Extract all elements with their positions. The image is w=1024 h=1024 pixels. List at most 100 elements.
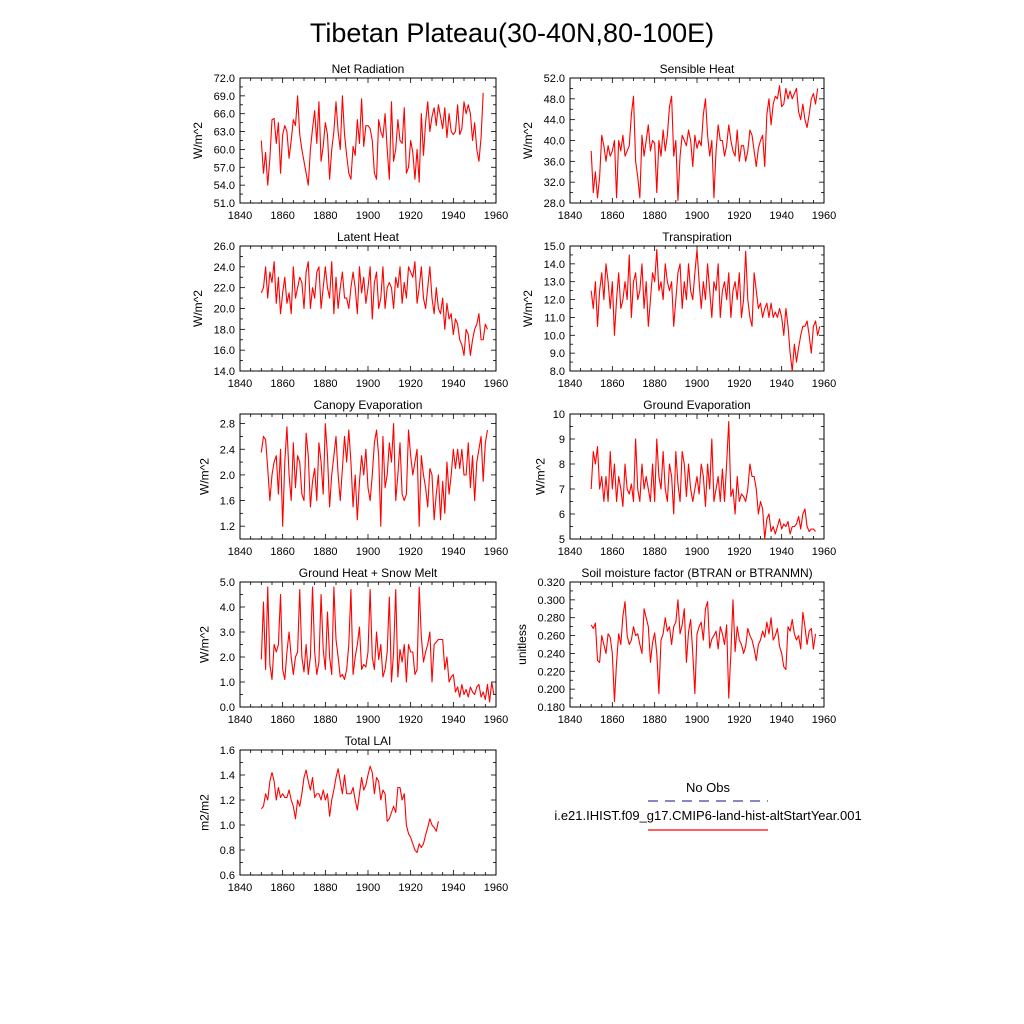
- y-tick-label: 14.0: [544, 259, 565, 271]
- x-tick-label: 1900: [356, 378, 380, 390]
- x-tick-label: 1880: [642, 378, 666, 390]
- x-tick-label: 1840: [228, 882, 252, 894]
- x-tick-label: 1940: [441, 714, 465, 726]
- y-tick-label: 20.0: [214, 304, 235, 316]
- y-tick-label: 10: [553, 409, 565, 421]
- y-tick-label: 60.0: [214, 144, 235, 156]
- x-tick-label: 1860: [600, 378, 624, 390]
- panel-sensible-heat: 1840 1860 1880 1900 1920 1940 1960 28.0 32.0 36.0…: [521, 62, 836, 222]
- x-tick-label: 1920: [398, 546, 422, 558]
- x-tick-label: 1840: [228, 210, 252, 222]
- x-tick-label: 1920: [398, 714, 422, 726]
- y-tick-label: 51.0: [214, 198, 235, 210]
- y-tick-label: 9: [559, 434, 565, 446]
- x-tick-label: 1840: [228, 546, 252, 558]
- x-tick-label: 1880: [642, 714, 666, 726]
- legend-model-label: i.e21.IHIST.f09_g17.CMIP6-land-hist-altS…: [554, 808, 861, 823]
- x-tick-label: 1960: [812, 714, 836, 726]
- y-tick-label: 18.0: [214, 324, 235, 336]
- panel-ground-evaporation: 1840 1860 1880 1900 1920 1940 1960 5 6 7 8 9 10 Groun…: [534, 398, 837, 558]
- y-tick-label: 0.180: [537, 702, 565, 714]
- y-tick-label: 22.0: [214, 283, 235, 295]
- y-tick-label: 66.0: [214, 109, 235, 121]
- y-tick-label: 52.0: [544, 73, 565, 85]
- y-tick-label: 7: [559, 484, 565, 496]
- y-axis-label: W/m^2: [191, 290, 205, 327]
- y-tick-label: 40.0: [544, 136, 565, 148]
- y-tick-label: 0.0: [220, 702, 235, 714]
- x-tick-label: 1860: [270, 714, 294, 726]
- series-line: [260, 423, 489, 527]
- y-tick-label: 5.0: [220, 577, 235, 589]
- x-tick-label: 1920: [727, 210, 751, 222]
- y-tick-label: 0.240: [537, 648, 565, 660]
- y-tick-label: 54.0: [214, 180, 235, 192]
- panels: 1840 1860 1880 1900 1920 1940 196051.054.057.0…: [191, 62, 836, 894]
- y-tick-label: 3.0: [220, 627, 235, 639]
- y-axis-label: W/m^2: [197, 458, 211, 495]
- y-tick-label: 48.0: [544, 94, 565, 106]
- x-tick-label: 1880: [642, 210, 666, 222]
- x-tick-label: 1900: [356, 546, 380, 558]
- series-line: [590, 85, 819, 201]
- x-tick-label: 1860: [600, 210, 624, 222]
- panel-title: Canopy Evaporation: [314, 398, 423, 412]
- x-tick-label: 1960: [484, 882, 508, 894]
- x-tick-label: 1900: [685, 210, 709, 222]
- plot-frame: [569, 77, 825, 204]
- y-tick-label: 8: [559, 459, 565, 471]
- series-line: [590, 420, 816, 540]
- x-tick-label: 1860: [600, 714, 624, 726]
- y-axis-label: W/m^2: [521, 290, 535, 327]
- y-tick-label: 1.0: [220, 677, 235, 689]
- y-tick-label: 14.0: [214, 366, 235, 378]
- x-tick-label: 1960: [484, 378, 508, 390]
- y-tick-label: 16.0: [214, 345, 235, 357]
- y-tick-label: 1.2: [220, 521, 235, 533]
- y-tick-label: 1.0: [220, 820, 235, 832]
- x-tick-label: 1940: [441, 882, 465, 894]
- x-tick-label: 1840: [558, 378, 582, 390]
- y-tick-label: 0.280: [537, 613, 565, 625]
- x-tick-label: 1920: [398, 210, 422, 222]
- panel-title: Sensible Heat: [660, 62, 735, 76]
- x-tick-label: 1900: [356, 714, 380, 726]
- plot-frame: [239, 413, 497, 540]
- y-axis-label: W/m^2: [534, 458, 548, 495]
- y-tick-label: 2.4: [220, 444, 235, 456]
- x-tick-label: 1880: [313, 378, 337, 390]
- y-tick-label: 1.2: [220, 795, 235, 807]
- y-tick-label: 0.220: [537, 666, 565, 678]
- series-line: [260, 765, 439, 854]
- x-tick-label: 1880: [313, 882, 337, 894]
- y-tick-label: 0.6: [220, 870, 235, 882]
- x-tick-label: 1940: [441, 210, 465, 222]
- y-tick-label: 44.0: [544, 115, 565, 127]
- x-tick-label: 1900: [685, 546, 709, 558]
- x-tick-label: 1860: [270, 210, 294, 222]
- x-tick-label: 1920: [727, 378, 751, 390]
- y-tick-label: 4.0: [220, 602, 235, 614]
- panel-title: Ground Evaporation: [643, 398, 750, 412]
- y-tick-label: 9.0: [550, 348, 565, 360]
- series-line: [260, 261, 488, 356]
- y-tick-label: 32.0: [544, 177, 565, 189]
- panel-ground-heat-snow-melt: 1840 1860 1880 1900 1920 1940 1960 0.0 1.0 2.0 3.0…: [197, 566, 508, 726]
- y-tick-label: 28.0: [544, 198, 565, 210]
- x-tick-label: 1840: [228, 378, 252, 390]
- y-tick-label: 72.0: [214, 73, 235, 85]
- x-tick-label: 1840: [558, 546, 582, 558]
- x-tick-label: 1960: [812, 546, 836, 558]
- plot-frame: [239, 749, 497, 876]
- x-tick-label: 1940: [441, 546, 465, 558]
- y-tick-label: 26.0: [214, 241, 235, 253]
- x-tick-label: 1840: [558, 714, 582, 726]
- series-line: [590, 249, 821, 372]
- y-tick-label: 5: [559, 534, 565, 546]
- panel-net-radiation: 1840 1860 1880 1900 1920 1940 1960 51.0 54.0 57.0…: [191, 62, 508, 222]
- y-tick-label: 69.0: [214, 91, 235, 103]
- panel-transpiration: 1840 1860 1880 1900 1920 1940 1960 8.0 9.0 10.0 11…: [521, 230, 836, 390]
- series-line: [590, 599, 817, 703]
- x-tick-label: 1880: [313, 714, 337, 726]
